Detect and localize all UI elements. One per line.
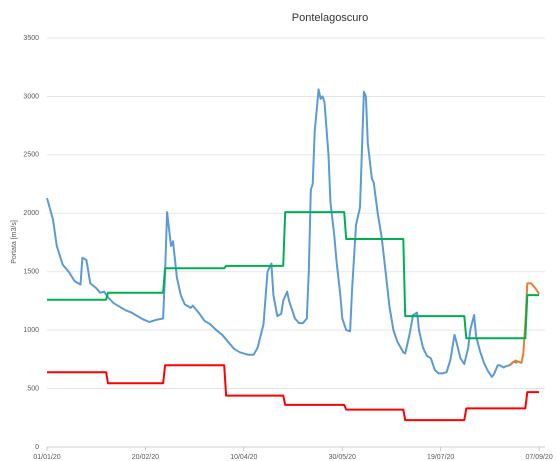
y-axis-label: Portata [m3/s] (11, 220, 18, 264)
x-tick-label: 19/07/20 (427, 454, 454, 461)
x-tick-label: 10/04/20 (230, 454, 257, 461)
x-tick-label: 07/09/20 (525, 454, 552, 461)
series-line (46, 88, 518, 378)
series-line (47, 211, 540, 340)
x-tick-label: 01/01/20 (33, 454, 60, 461)
y-tick-label: 3000 (23, 93, 39, 100)
x-tick-label: 20/02/20 (132, 454, 159, 461)
x-tick-label: 30/05/20 (329, 454, 356, 461)
y-tick-label: 2500 (23, 152, 39, 159)
chart-title: Pontelagoscuro (292, 12, 368, 24)
y-tick-label: 500 (27, 385, 39, 392)
y-tick-label: 1500 (23, 269, 39, 276)
y-tick-label: 1000 (23, 327, 39, 334)
series-line (47, 364, 540, 422)
y-tick-label: 2000 (23, 210, 39, 217)
y-tick-label: 0 (35, 444, 39, 451)
y-tick-label: 3500 (23, 35, 39, 42)
